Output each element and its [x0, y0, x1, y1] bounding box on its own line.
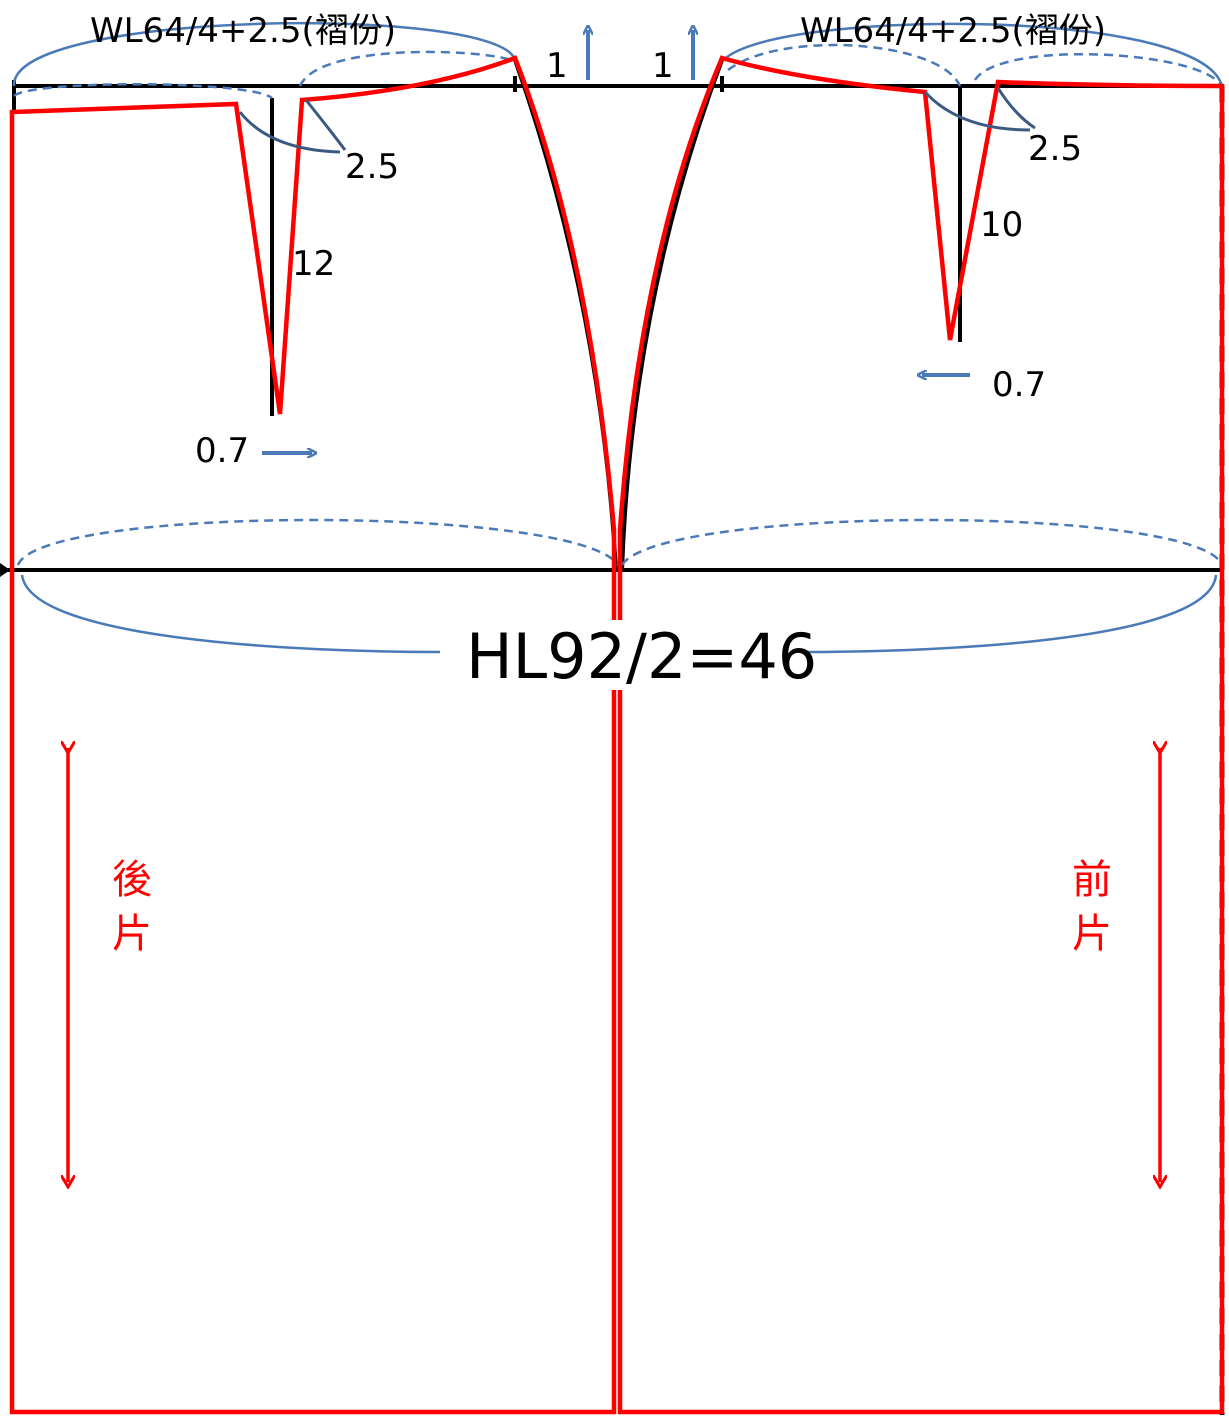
hip-ellipse-right [799, 574, 1218, 654]
back-dart-leader-1 [238, 111, 341, 154]
hip-line-arrowhead [0, 563, 10, 577]
pattern-outline [9, 55, 1225, 1415]
back-waist-ellipse [12, 21, 517, 87]
back-piece-label-2: 片 [112, 911, 152, 957]
back-dart-width-label: 2.5 [345, 147, 399, 187]
back-dart-shift-label: 0.7 [195, 431, 249, 471]
hip-ellipse-front-upper [620, 518, 1224, 566]
front-piece-label-1: 前 [1072, 857, 1112, 903]
hip-label-gap [445, 620, 797, 690]
back-piece-label-1: 後 [112, 857, 152, 903]
front-waist-ellipse [720, 22, 1224, 87]
hip-line-label: HL92/2=46 [466, 620, 817, 693]
back-piece-outline [9, 55, 617, 1415]
back-dart-leader-2 [304, 99, 347, 151]
leader-lines [238, 87, 1036, 154]
front-dart-length-label: 10 [980, 205, 1023, 245]
front-dart-width-label: 2.5 [1028, 129, 1082, 169]
measurement-arcs [12, 21, 1224, 654]
front-piece-label-2: 片 [1072, 911, 1112, 957]
front-piece-outline [617, 55, 1225, 1415]
front-dart-leader-2 [996, 87, 1036, 130]
grainline-arrows [68, 748, 1160, 1182]
back-waist-ellipse-lower [13, 82, 273, 100]
raise-back-label: 1 [546, 46, 568, 86]
hip-ellipse-back-upper [16, 518, 620, 566]
front-dart-shift-label: 0.7 [992, 365, 1046, 405]
back-waist-ellipse-right [298, 50, 516, 87]
front-waist-ellipse-left [727, 43, 962, 87]
back-dart-length-label: 12 [292, 244, 335, 284]
labels: WL64/4+2.5(褶份) WL64/4+2.5(褶份) 1 1 2.5 12… [90, 11, 1112, 957]
back-side-seam-construction [513, 59, 618, 571]
back-waist-label: WL64/4+2.5(褶份) [90, 11, 396, 51]
construction-lines [0, 59, 1225, 1415]
front-side-seam-construction [620, 59, 724, 571]
blue-arrows [262, 30, 970, 453]
front-waist-ellipse-right [973, 52, 1224, 87]
raise-front-label: 1 [652, 46, 674, 86]
front-waist-label: WL64/4+2.5(褶份) [800, 11, 1106, 51]
front-dart-leader-1 [923, 90, 1031, 132]
hip-ellipse-left [20, 574, 441, 654]
